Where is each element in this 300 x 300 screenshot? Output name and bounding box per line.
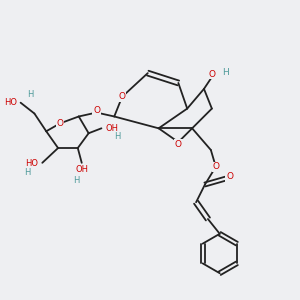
Text: H: H [222, 68, 229, 76]
Text: O: O [118, 92, 126, 101]
Text: O: O [208, 70, 215, 79]
Text: OH: OH [105, 124, 119, 133]
Text: H: H [114, 132, 120, 141]
Text: O: O [56, 119, 64, 128]
Text: HO: HO [25, 159, 38, 168]
Text: O: O [93, 106, 100, 115]
Text: OH: OH [75, 165, 88, 174]
Text: H: H [24, 168, 31, 177]
Text: H: H [74, 176, 80, 185]
Text: O: O [175, 140, 182, 148]
Text: O: O [212, 162, 219, 171]
Text: HO: HO [4, 98, 17, 107]
Text: H: H [27, 90, 34, 99]
Text: O: O [226, 172, 233, 181]
